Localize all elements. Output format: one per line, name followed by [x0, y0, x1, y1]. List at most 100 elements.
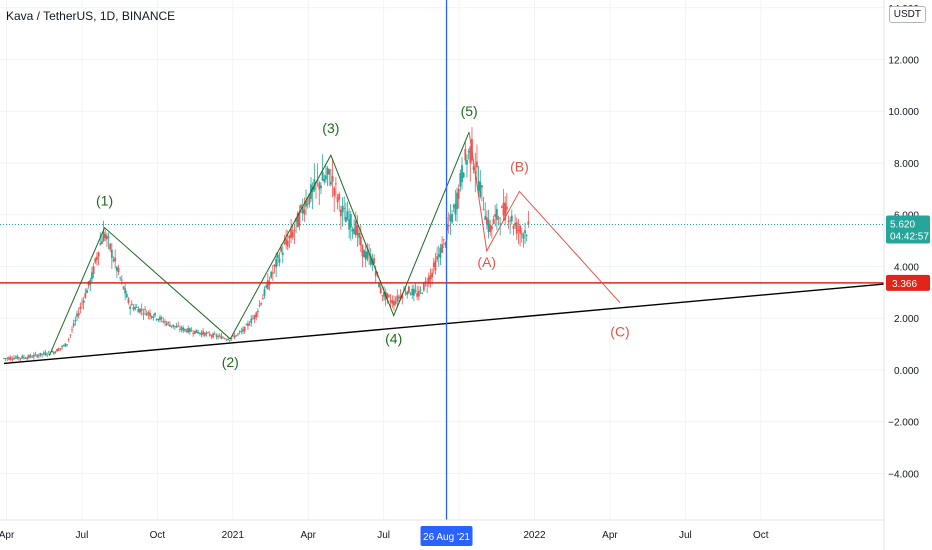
candle-body: [96, 256, 98, 260]
candle-body: [348, 219, 351, 230]
candle-body: [147, 312, 150, 314]
candle-body: [280, 247, 283, 252]
candle-body: [431, 272, 434, 278]
candle-body: [59, 348, 62, 349]
candle-body: [162, 321, 165, 323]
candle-body: [461, 165, 463, 183]
candle-body: [218, 335, 221, 337]
candle-body: [293, 229, 296, 232]
candle-body: [363, 250, 365, 258]
candle-body: [149, 312, 151, 317]
candle-body: [237, 333, 239, 335]
candle-body: [356, 224, 359, 235]
candle-body: [213, 333, 216, 335]
candle-body: [212, 333, 214, 338]
candle-body: [115, 267, 118, 271]
candle-body: [283, 243, 286, 244]
candle-body: [175, 326, 178, 328]
wave-label: (5): [461, 103, 478, 119]
candle-body: [290, 229, 292, 238]
candle-body: [142, 313, 145, 315]
candle-body: [195, 329, 198, 333]
candle-body: [466, 160, 468, 165]
candle-body: [164, 321, 166, 323]
candle-body: [339, 209, 342, 217]
candle-body: [442, 239, 445, 241]
candle-body: [417, 290, 420, 297]
candle-body: [411, 288, 414, 296]
wave-label: (4): [385, 331, 402, 347]
candle-body: [252, 318, 254, 320]
candle-body: [155, 319, 158, 320]
candle-body: [102, 231, 105, 242]
candle-body: [57, 348, 60, 351]
candle-body: [487, 219, 490, 233]
candle-body: [512, 226, 515, 229]
candle-body: [178, 329, 181, 330]
price-tick-label: 10.000: [888, 107, 919, 118]
candle-body: [492, 219, 495, 225]
candle-body: [354, 220, 357, 236]
candle-body: [326, 167, 329, 175]
candle-body: [172, 324, 175, 327]
candle-body: [135, 306, 138, 308]
candle-body: [120, 279, 123, 281]
candle-body: [306, 204, 309, 205]
candle-body: [507, 221, 510, 222]
candle-body: [514, 222, 517, 226]
candle-body: [276, 254, 279, 259]
candle-body: [296, 213, 299, 228]
candle-body: [429, 274, 432, 280]
candle-body: [238, 331, 241, 333]
support-level-value: 3.366: [892, 279, 917, 290]
candle-body: [520, 232, 523, 235]
currency-button[interactable]: USDT: [888, 6, 926, 23]
candle-body: [515, 222, 518, 234]
candle-body: [338, 193, 341, 200]
candle-body: [457, 188, 460, 199]
time-axis[interactable]: AprJulOct2021AprJulOct2022AprJulOct: [0, 519, 884, 541]
candle-body: [74, 320, 77, 322]
candle-body: [72, 323, 75, 327]
candle-body: [401, 294, 404, 299]
candle-body: [359, 236, 362, 246]
candle-body: [388, 295, 390, 297]
candle-body: [84, 293, 87, 298]
wave-label: (B): [510, 158, 529, 174]
candle-body: [117, 267, 120, 272]
candle-body: [288, 235, 291, 239]
candle-body: [436, 256, 439, 260]
candle-body: [240, 330, 243, 332]
candle-body: [91, 272, 93, 280]
price-tick-label: −4.000: [888, 469, 919, 480]
candle-body: [320, 185, 322, 189]
candle-body: [32, 355, 35, 357]
candle-body: [61, 346, 63, 348]
candle-body: [27, 355, 30, 358]
candle-body: [353, 228, 356, 235]
candle-body: [331, 175, 334, 182]
candle-body: [393, 300, 395, 306]
candle-body: [524, 230, 526, 234]
corrective-wave-path: [468, 131, 621, 304]
candle-body: [303, 209, 306, 215]
candle-body: [210, 335, 213, 337]
candle-body: [343, 208, 346, 210]
candle-body: [305, 200, 307, 207]
candle-body: [273, 264, 276, 267]
candle-body: [349, 214, 352, 228]
candle-body: [522, 234, 525, 239]
candle-body: [484, 216, 487, 220]
candle-body: [481, 185, 483, 188]
candle-body: [134, 307, 136, 310]
candle-body: [105, 235, 108, 240]
wave-labels: (1) (2) (3) (4) (5) (A) (B) (C): [96, 103, 630, 370]
candle-body: [412, 288, 415, 296]
candle-body: [79, 306, 82, 309]
candle-body: [509, 220, 512, 222]
candle-body: [394, 301, 397, 304]
candle-body: [344, 217, 347, 223]
candle-body: [341, 205, 344, 213]
candle-body: [125, 293, 128, 298]
